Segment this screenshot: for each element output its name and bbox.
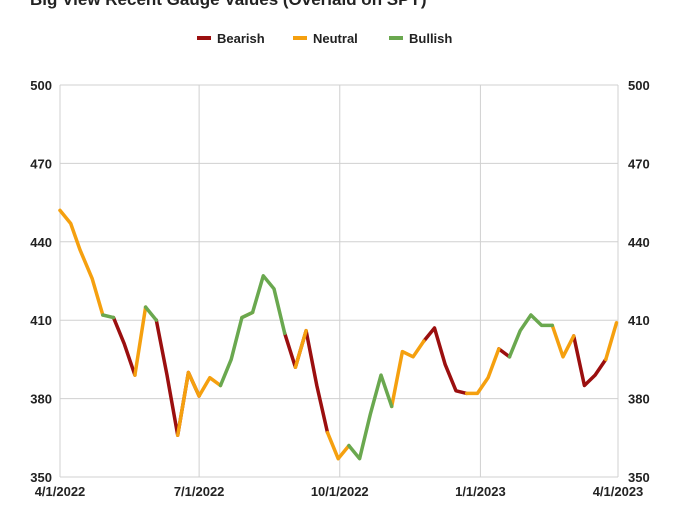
y-tick-label: 380	[30, 392, 52, 407]
x-tick-label: 4/1/2023	[593, 484, 644, 499]
y-tick-label: 470	[30, 156, 52, 171]
y2-tick-label: 470	[628, 156, 650, 171]
y2-tick-label: 380	[628, 392, 650, 407]
y-tick-label: 410	[30, 313, 52, 328]
y2-tick-label: 410	[628, 313, 650, 328]
legend-label: Bearish	[217, 31, 265, 46]
y2-tick-label: 440	[628, 235, 650, 250]
x-tick-label: 7/1/2022	[174, 484, 225, 499]
y-tick-label: 350	[30, 470, 52, 485]
y-tick-label: 440	[30, 235, 52, 250]
legend-label: Bullish	[409, 31, 452, 46]
chart-title: Big View Recent Gauge Values (Overlaid o…	[30, 0, 426, 9]
x-tick-label: 10/1/2022	[311, 484, 369, 499]
legend-label: Neutral	[313, 31, 358, 46]
y2-tick-label: 500	[628, 78, 650, 93]
y-tick-label: 500	[30, 78, 52, 93]
series-line	[101, 274, 555, 461]
y2-tick-label: 350	[628, 470, 650, 485]
x-tick-label: 1/1/2023	[455, 484, 506, 499]
x-tick-label: 4/1/2022	[35, 484, 86, 499]
